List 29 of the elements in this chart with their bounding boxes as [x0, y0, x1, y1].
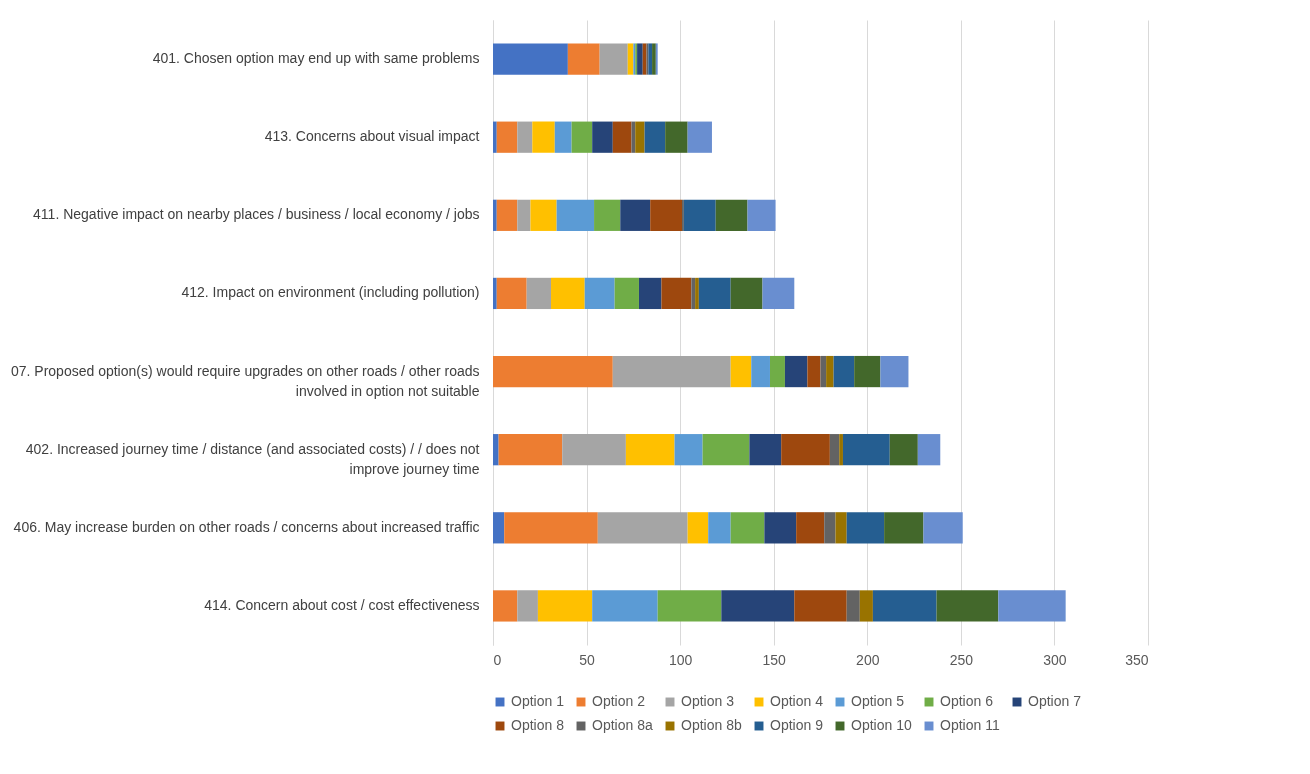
- legend-label: Option 9: [770, 717, 824, 733]
- legend-label: Option 1: [511, 693, 565, 709]
- legend-label: Option 11: [940, 717, 1000, 733]
- y-tick-label: 413. Concerns about visual impact: [264, 128, 480, 145]
- x-tick-label: 0: [493, 651, 502, 668]
- legend-label: Option 8: [511, 717, 565, 733]
- x-tick-label: 100: [668, 651, 693, 668]
- y-tick-label: 07. Proposed option(s) would require upgrades on other roads / other roads involved in option not suitable: [10, 362, 480, 399]
- x-tick-label: 350: [1125, 651, 1149, 668]
- x-tick-label: 300: [1043, 651, 1067, 668]
- y-tick-label: 411. Negative impact on nearby places / business / local economy / jobs: [33, 206, 480, 223]
- legend-label: Option 2: [592, 693, 646, 709]
- legend-label: Option 7: [1028, 693, 1082, 709]
- x-tick-label: 150: [762, 651, 787, 668]
- legend-label: Option 3: [681, 693, 735, 709]
- y-tick-label: 402. Increased journey time / distance (and associated costs) / / does not improve journey time: [25, 440, 480, 477]
- legend-label: Option 4: [770, 693, 824, 709]
- y-tick-label: 414. Concern about cost / cost effectiveness: [204, 596, 480, 613]
- legend-label: Option 5: [851, 693, 905, 709]
- legend-label: Option 10: [851, 717, 912, 733]
- legend-label: Option 8a: [592, 717, 653, 733]
- y-tick-label: 406. May increase burden on other roads / concerns about increased traffic: [13, 518, 480, 535]
- x-tick-label: 200: [856, 651, 880, 668]
- y-tick-label: 401. Chosen option may end up with same problems: [152, 50, 480, 67]
- x-tick-label: 250: [949, 651, 974, 668]
- legend-label: Option 8b: [681, 717, 742, 733]
- y-tick-label: 412. Impact on environment (including pollution): [181, 284, 480, 301]
- legend-label: Option 6: [940, 693, 994, 709]
- x-tick-label: 50: [579, 651, 596, 668]
